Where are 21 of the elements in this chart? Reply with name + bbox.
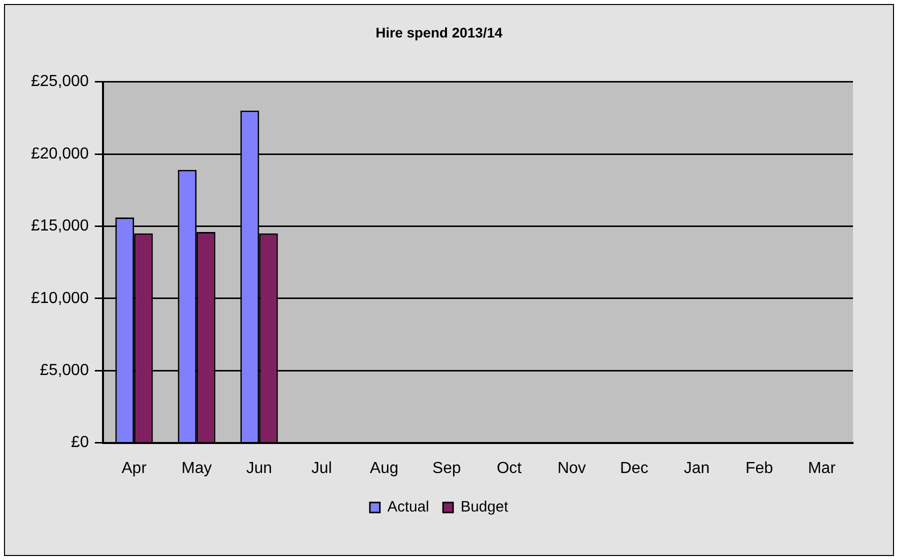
x-tick-label: May <box>181 460 212 477</box>
x-tick-label: Jun <box>246 460 272 477</box>
legend-label: Actual <box>387 498 430 516</box>
x-tick-label: Jul <box>311 460 332 477</box>
y-tick-label: £5,000 <box>40 362 89 380</box>
x-tick-label: Oct <box>496 460 522 477</box>
x-tick-label: Sep <box>432 460 461 477</box>
x-tick-label: Aug <box>370 460 398 477</box>
x-tick-label: Jan <box>684 460 710 477</box>
chart-title: Hire spend 2013/14 <box>376 24 503 40</box>
x-tick-label: Apr <box>122 460 148 477</box>
x-tick-label: Feb <box>745 460 774 477</box>
legend-label: Budget <box>460 498 509 516</box>
y-tick-label: £25,000 <box>30 73 89 90</box>
y-tick-label: £20,000 <box>30 145 89 162</box>
x-tick-label: Dec <box>620 460 648 477</box>
x-tick-label: Mar <box>808 460 836 477</box>
y-tick-label: £0 <box>71 434 89 452</box>
y-tick-label: £10,000 <box>30 290 89 307</box>
x-tick-label: Nov <box>557 460 586 477</box>
y-tick-label: £15,000 <box>30 218 89 235</box>
